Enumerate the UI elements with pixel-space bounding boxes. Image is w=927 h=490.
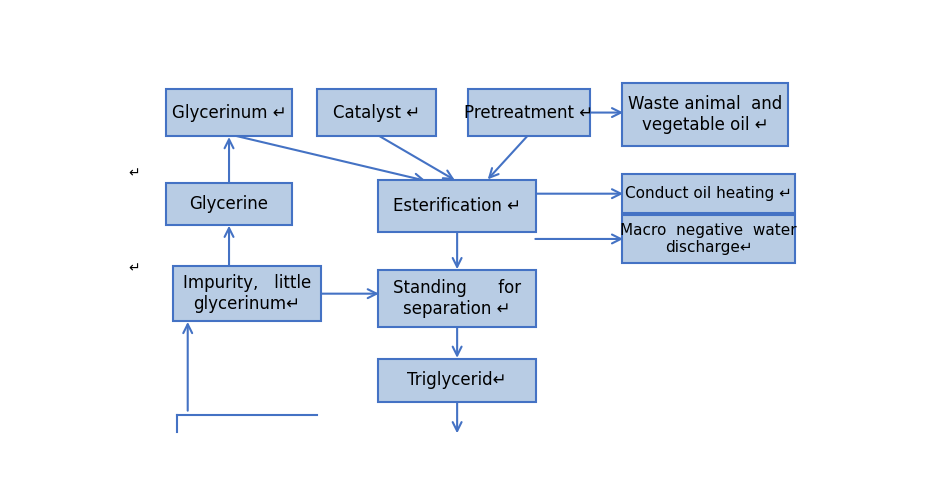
Text: Waste animal  and
vegetable oil ↵: Waste animal and vegetable oil ↵: [628, 95, 782, 134]
FancyBboxPatch shape: [622, 174, 794, 214]
FancyBboxPatch shape: [468, 89, 590, 136]
Text: Glycerine: Glycerine: [189, 195, 269, 213]
FancyBboxPatch shape: [622, 83, 788, 146]
FancyBboxPatch shape: [166, 183, 292, 225]
Text: Pretreatment ↵: Pretreatment ↵: [464, 103, 593, 122]
Text: Esterification ↵: Esterification ↵: [393, 197, 521, 215]
Text: Glycerinum ↵: Glycerinum ↵: [171, 103, 286, 122]
FancyBboxPatch shape: [378, 179, 536, 232]
FancyBboxPatch shape: [166, 89, 292, 136]
FancyBboxPatch shape: [317, 89, 436, 136]
FancyBboxPatch shape: [622, 216, 794, 263]
FancyBboxPatch shape: [173, 267, 321, 321]
FancyBboxPatch shape: [378, 359, 536, 402]
Text: Catalyst ↵: Catalyst ↵: [333, 103, 420, 122]
Text: ↵: ↵: [128, 261, 140, 275]
FancyBboxPatch shape: [378, 270, 536, 327]
Text: Macro  negative  water
discharge↵: Macro negative water discharge↵: [620, 223, 797, 255]
Text: Triglycerid↵: Triglycerid↵: [407, 371, 507, 390]
Text: Standing      for
separation ↵: Standing for separation ↵: [393, 279, 521, 318]
Text: Conduct oil heating ↵: Conduct oil heating ↵: [625, 186, 792, 201]
Text: Impurity,   little
glycerinum↵: Impurity, little glycerinum↵: [183, 274, 311, 313]
Text: ↵: ↵: [128, 167, 140, 181]
